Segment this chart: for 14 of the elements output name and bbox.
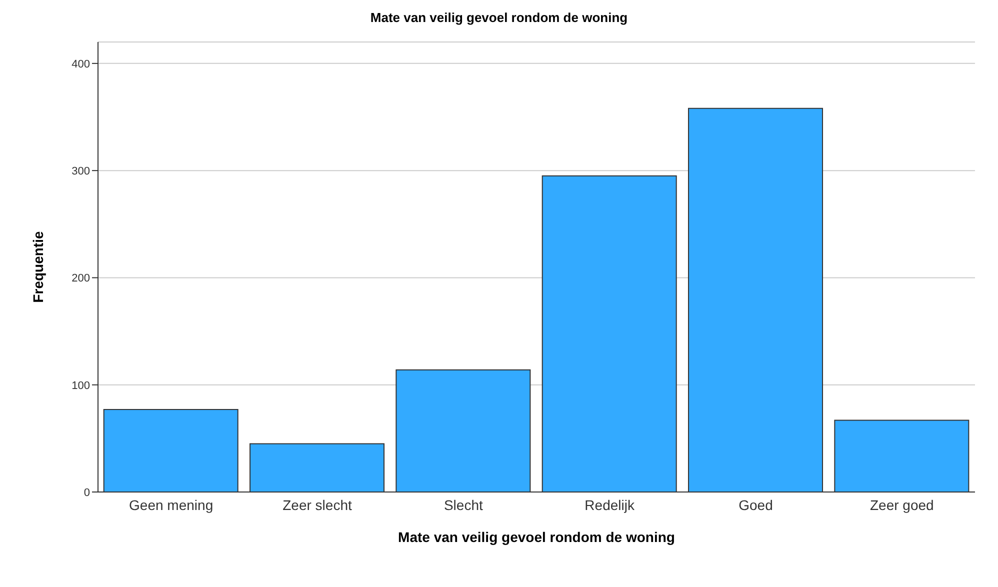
chart-title: Mate van veilig gevoel rondom de woning [369,9,629,27]
y-tick-label: 400 [72,58,90,70]
x-tick-label: Goed [738,496,773,513]
x-tick-label: Geen mening [129,496,214,513]
x-tick-label: Zeer slecht [282,496,352,513]
x-tick-label: Redelijk [584,496,636,513]
y-tick-label: 200 [72,272,90,285]
y-tick-label: 300 [72,165,90,178]
x-axis-title: Mate van veilig gevoel rondom de woning [398,529,675,545]
y-axis-title: Frequentie [30,231,46,303]
y-tick-label: 0 [84,486,90,499]
x-tick-label: Zeer goed [870,496,934,513]
x-tick-label: Slecht [444,496,483,513]
y-tick-label: 100 [72,380,90,392]
